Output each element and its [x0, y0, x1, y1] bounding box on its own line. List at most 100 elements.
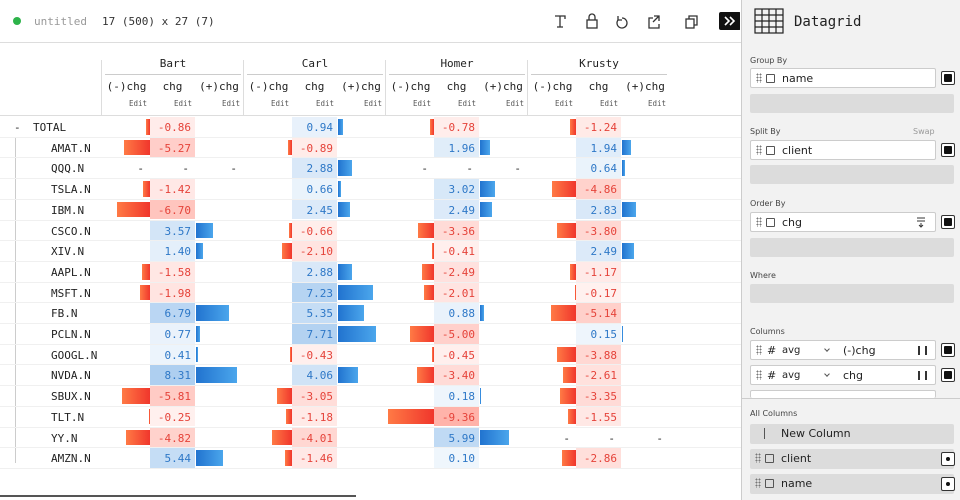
swap-button[interactable]: Swap — [913, 127, 935, 136]
chg-cell: -0.43 — [292, 344, 337, 365]
positive-bar — [338, 201, 350, 218]
positive-bar — [622, 326, 623, 342]
chg-value: -3.80 — [583, 224, 617, 238]
chg-value: -5.27 — [157, 141, 191, 155]
chg-value: -2.01 — [441, 286, 475, 300]
negative-bar — [148, 408, 150, 425]
edit-label[interactable]: Edit — [363, 99, 382, 108]
chg-value: 5.99 — [448, 431, 476, 445]
chg-cell: 4.06 — [292, 365, 337, 386]
chg-cell: 0.41 — [150, 344, 195, 365]
reset-button[interactable] — [616, 16, 628, 29]
negative-bar — [145, 119, 150, 135]
sort-icon[interactable] — [915, 216, 927, 228]
collapse-marker[interactable]: - — [14, 121, 21, 134]
positive-bar — [480, 305, 485, 321]
order-by-item[interactable]: chg — [750, 212, 936, 232]
row-separator — [0, 447, 741, 449]
copy-button[interactable] — [685, 15, 698, 29]
chg-cell: -9.36 — [434, 406, 479, 427]
chg-value: 0.15 — [590, 328, 618, 341]
theme-button[interactable] — [555, 15, 566, 28]
chg-value: 2.49 — [448, 203, 476, 217]
chg-cell: 2.45 — [292, 199, 337, 220]
edit-label[interactable]: Edit — [221, 99, 240, 108]
inactive-toggle[interactable] — [941, 452, 955, 466]
aggregate[interactable]: avg — [782, 370, 801, 381]
positive-bar — [480, 388, 481, 404]
chg-cell: -5.14 — [576, 303, 621, 323]
chg-value: -4.82 — [157, 431, 191, 445]
toggle-dot — [946, 457, 950, 461]
row-separator — [0, 240, 741, 242]
negative-bar — [289, 346, 292, 363]
group-by-item[interactable]: name — [750, 68, 936, 88]
positive-bar — [480, 181, 495, 197]
lock-button[interactable] — [586, 13, 598, 29]
column-item[interactable]: # avg (-)chg — [750, 340, 936, 360]
column-header: chg — [304, 80, 325, 93]
header-border — [0, 115, 741, 116]
chg-value: -6.70 — [157, 203, 191, 217]
expression-icon[interactable] — [918, 371, 927, 380]
negative-bar — [124, 139, 150, 156]
active-toggle[interactable] — [941, 143, 955, 157]
chg-value: 2.45 — [306, 203, 334, 217]
negative-bar — [288, 222, 292, 239]
chg-value: -3.40 — [441, 369, 475, 383]
edit-label[interactable]: Edit — [554, 99, 573, 108]
aggregate-chevron — [824, 371, 830, 377]
inactive-column[interactable]: client — [750, 449, 954, 469]
edit-label[interactable]: Edit — [599, 99, 618, 108]
row-separator — [0, 405, 741, 407]
new-column-button[interactable]: New Column — [750, 424, 954, 444]
panel-title: Datagrid — [794, 14, 862, 30]
negative-bar — [121, 388, 150, 404]
chg-value: -5.00 — [441, 328, 475, 341]
inactive-column[interactable]: name — [750, 474, 954, 494]
edit-label[interactable]: Edit — [315, 99, 334, 108]
section-label: Group By — [750, 56, 788, 65]
chg-value: 0.64 — [590, 162, 618, 176]
edit-label[interactable]: Edit — [457, 99, 476, 108]
group-divider — [101, 60, 102, 116]
active-toggle[interactable] — [941, 215, 955, 229]
edit-label[interactable]: Edit — [173, 99, 192, 108]
positive-bar — [338, 263, 353, 280]
fx-icon — [764, 428, 774, 439]
export-button[interactable] — [648, 15, 660, 29]
chg-value: -3.05 — [299, 390, 333, 404]
chg-cell: -0.86 — [150, 117, 195, 137]
chg-cell: 0.15 — [576, 324, 621, 344]
positive-bar — [622, 201, 636, 218]
status: untitled — [34, 15, 87, 28]
negative-bar — [557, 222, 576, 239]
edit-label[interactable]: Edit — [270, 99, 289, 108]
drag-handle — [755, 478, 761, 488]
column-item[interactable]: # avg chg — [750, 365, 936, 385]
edit-label[interactable]: Edit — [412, 99, 431, 108]
active-toggle[interactable] — [941, 71, 955, 85]
empty-cell: - — [563, 431, 570, 445]
split-by-item[interactable]: client — [750, 140, 936, 160]
collapse-settings-button[interactable] — [719, 12, 740, 30]
active-toggle[interactable] — [941, 343, 955, 357]
datagrid: Bart (-)chg Edit chg Edit (+)chg Edit Carl (-)ch… — [0, 44, 741, 500]
expression-icon[interactable] — [918, 346, 927, 355]
edit-label[interactable]: Edit — [505, 99, 524, 108]
aggregate[interactable]: avg — [782, 345, 801, 356]
chg-cell: -0.89 — [292, 137, 337, 158]
chg-value: -0.89 — [299, 141, 333, 155]
chg-value: 5.44 — [164, 452, 192, 466]
edit-label[interactable]: Edit — [128, 99, 147, 108]
edit-label[interactable]: Edit — [647, 99, 666, 108]
tree-line — [15, 137, 16, 463]
chg-cell: -1.24 — [576, 117, 621, 137]
section-label: Where — [750, 271, 776, 280]
group-divider — [385, 60, 386, 116]
chg-value: -1.17 — [583, 265, 617, 279]
inactive-toggle[interactable] — [941, 477, 955, 491]
positive-bar — [196, 222, 214, 239]
active-toggle[interactable] — [941, 368, 955, 382]
chg-cell: -3.88 — [576, 344, 621, 365]
